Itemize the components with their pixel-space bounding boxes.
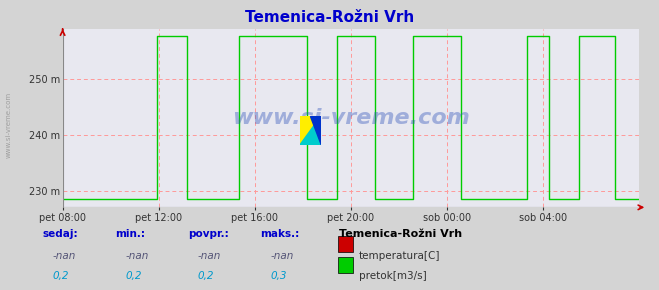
Text: 0,2: 0,2 [198, 271, 214, 281]
Polygon shape [310, 116, 321, 145]
Text: temperatura[C]: temperatura[C] [359, 251, 441, 261]
Text: -nan: -nan [198, 251, 221, 261]
Text: 0,2: 0,2 [53, 271, 69, 281]
Text: -nan: -nan [125, 251, 148, 261]
Text: 0,2: 0,2 [125, 271, 142, 281]
Text: maks.:: maks.: [260, 229, 300, 239]
Text: Temenica-Rožni Vrh: Temenica-Rožni Vrh [245, 10, 414, 25]
Polygon shape [300, 116, 321, 145]
Text: -nan: -nan [270, 251, 293, 261]
Polygon shape [300, 116, 321, 145]
Text: Temenica-Rožni Vrh: Temenica-Rožni Vrh [339, 229, 463, 239]
Text: povpr.:: povpr.: [188, 229, 229, 239]
Text: min.:: min.: [115, 229, 146, 239]
Text: 0,3: 0,3 [270, 271, 287, 281]
Text: www.si-vreme.com: www.si-vreme.com [5, 92, 12, 158]
Text: -nan: -nan [53, 251, 76, 261]
Text: www.si-vreme.com: www.si-vreme.com [232, 108, 470, 128]
Text: sedaj:: sedaj: [43, 229, 78, 239]
Text: pretok[m3/s]: pretok[m3/s] [359, 271, 427, 281]
